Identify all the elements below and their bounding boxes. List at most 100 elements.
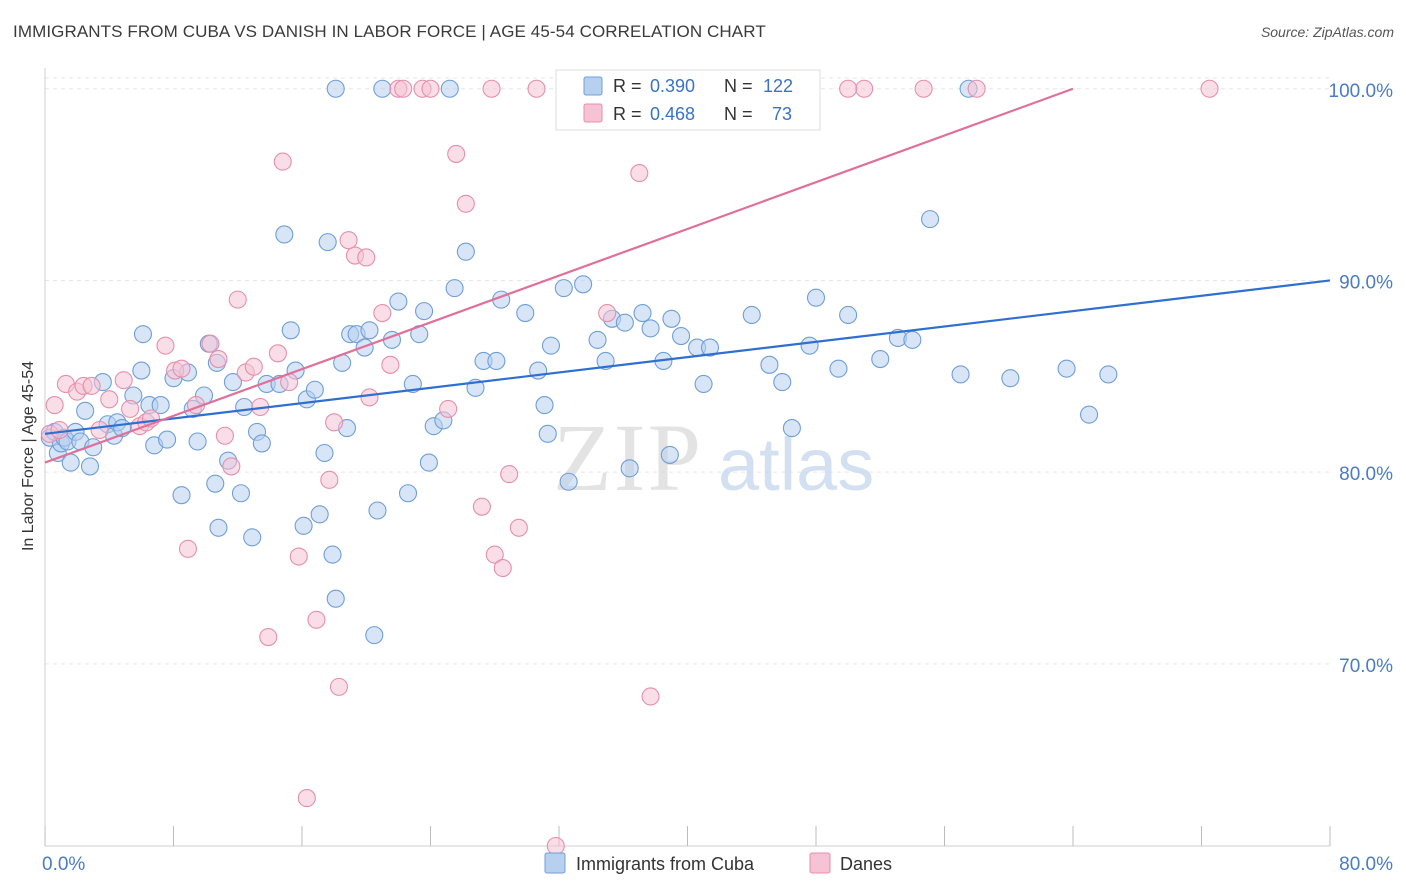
point-danes: [485, 545, 504, 564]
trend-line-danes: [44, 87, 1074, 464]
point-danes: [178, 539, 198, 558]
point-danes: [222, 457, 241, 476]
watermark: ZIP atlas: [553, 404, 874, 511]
point-immigrants-from-cuba: [620, 459, 639, 478]
point-danes: [357, 248, 376, 267]
legend-r-value-2: 0.468: [650, 104, 695, 124]
legend-label-cuba: Immigrants from Cuba: [576, 854, 755, 874]
point-immigrants-from-cuba: [456, 242, 475, 261]
point-danes: [45, 396, 64, 415]
point-danes: [482, 79, 501, 98]
point-danes: [273, 152, 292, 171]
point-danes: [641, 687, 660, 706]
point-immigrants-from-cuba: [487, 351, 506, 371]
point-danes: [447, 144, 466, 163]
point-immigrants-from-cuba: [672, 327, 691, 346]
y-tick-label: 80.0%: [1339, 464, 1393, 485]
point-immigrants-from-cuba: [773, 373, 792, 392]
point-immigrants-from-cuba: [323, 545, 342, 564]
axes: [44, 68, 1331, 847]
point-danes: [244, 357, 263, 376]
point-immigrants-from-cuba: [275, 225, 294, 244]
point-immigrants-from-cuba: [398, 484, 418, 503]
point-danes: [114, 371, 133, 390]
point-danes: [215, 426, 234, 445]
point-immigrants-from-cuba: [305, 380, 324, 399]
trend-line-immigrants-from-cuba: [44, 279, 1331, 435]
legend-n-label-1: N =: [724, 76, 753, 96]
point-immigrants-from-cuba: [800, 336, 819, 355]
point-danes: [855, 79, 874, 98]
x-tick-label: 0.0%: [42, 854, 85, 875]
point-immigrants-from-cuba: [1057, 359, 1076, 378]
point-danes: [201, 334, 220, 353]
point-immigrants-from-cuba: [742, 305, 761, 325]
point-immigrants-from-cuba: [158, 430, 177, 449]
point-immigrants-from-cuba: [76, 401, 95, 420]
point-immigrants-from-cuba: [80, 457, 100, 476]
legend-r-label-1: R =: [613, 76, 642, 96]
point-immigrants-from-cuba: [782, 419, 801, 438]
source-credit: Source: ZipAtlas.com: [1260, 24, 1394, 40]
point-danes: [914, 79, 933, 98]
point-danes: [329, 677, 348, 696]
legend-label-danes: Danes: [840, 854, 892, 874]
point-immigrants-from-cuba: [132, 361, 151, 380]
point-immigrants-from-cuba: [243, 528, 262, 547]
point-immigrants-from-cuba: [188, 432, 207, 451]
point-danes: [90, 420, 109, 440]
legend-r-label-2: R =: [613, 104, 642, 124]
trend-lines: [44, 87, 1331, 464]
legend-swatch-cuba-bottom: [544, 852, 566, 874]
point-immigrants-from-cuba: [871, 350, 890, 369]
point-immigrants-from-cuba: [61, 453, 80, 472]
point-immigrants-from-cuba: [839, 305, 858, 325]
point-immigrants-from-cuba: [415, 302, 434, 321]
legend-swatch-danes: [583, 103, 603, 123]
point-danes: [259, 627, 278, 647]
point-danes: [373, 304, 392, 323]
point-immigrants-from-cuba: [596, 351, 615, 371]
point-immigrants-from-cuba: [588, 330, 607, 349]
point-immigrants-from-cuba: [903, 330, 922, 349]
y-tick-label: 70.0%: [1339, 656, 1393, 677]
point-danes: [381, 355, 400, 374]
x-tick-label: 80.0%: [1339, 854, 1393, 875]
point-immigrants-from-cuba: [365, 626, 384, 645]
point-immigrants-from-cuba: [806, 288, 826, 307]
point-immigrants-from-cuba: [951, 365, 970, 384]
stats-legend: R = 0.390 N = 122 R = 0.468 N = 73: [555, 69, 821, 131]
point-danes: [209, 350, 228, 369]
point-immigrants-from-cuba: [541, 336, 561, 355]
point-danes: [228, 290, 247, 309]
point-immigrants-from-cuba: [440, 79, 459, 98]
point-danes: [156, 336, 175, 355]
point-immigrants-from-cuba: [538, 424, 557, 443]
point-danes: [339, 231, 358, 250]
point-immigrants-from-cuba: [535, 396, 554, 415]
point-immigrants-from-cuba: [389, 292, 408, 311]
point-danes: [307, 610, 326, 629]
point-danes: [527, 79, 546, 98]
point-danes: [121, 399, 140, 418]
point-immigrants-from-cuba: [574, 275, 593, 294]
point-immigrants-from-cuba: [760, 355, 779, 374]
point-immigrants-from-cuba: [829, 359, 848, 378]
point-immigrants-from-cuba: [326, 589, 345, 608]
point-immigrants-from-cuba: [172, 486, 191, 505]
point-danes: [297, 789, 316, 808]
watermark-zip: ZIP: [553, 404, 703, 511]
point-danes: [325, 413, 344, 432]
point-immigrants-from-cuba: [310, 505, 329, 524]
point-immigrants-from-cuba: [641, 319, 660, 338]
point-danes: [456, 194, 475, 213]
y-tick-label: 90.0%: [1339, 272, 1393, 293]
point-immigrants-from-cuba: [1001, 369, 1020, 388]
legend-n-label-2: N =: [724, 104, 753, 124]
point-immigrants-from-cuba: [403, 374, 422, 394]
point-immigrants-from-cuba: [559, 472, 578, 491]
point-danes: [839, 79, 858, 98]
point-immigrants-from-cuba: [700, 338, 720, 357]
point-immigrants-from-cuba: [315, 443, 334, 463]
y-tick-label: 100.0%: [1329, 81, 1394, 102]
